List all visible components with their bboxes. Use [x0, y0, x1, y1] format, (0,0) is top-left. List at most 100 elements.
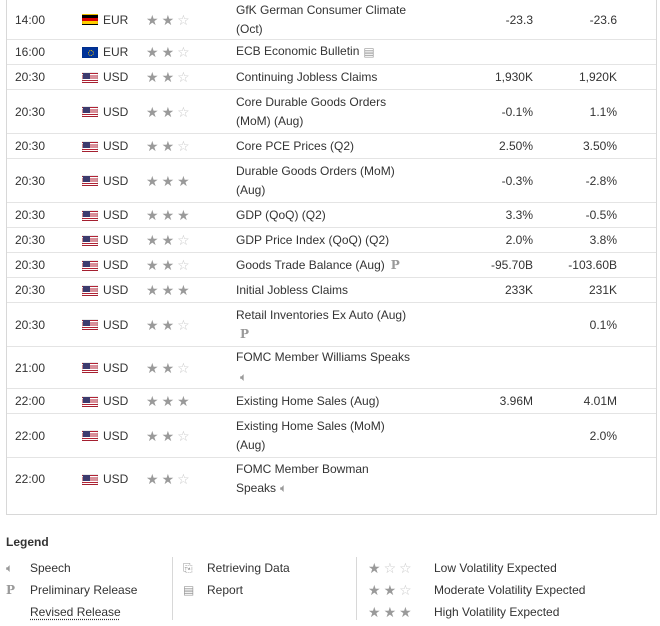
report-icon: ▤ — [363, 44, 375, 59]
event-name[interactable]: FOMC Member Bowman Speaks 🔈︎ — [236, 458, 426, 500]
preliminary-p-icon: P — [240, 326, 250, 341]
volatility-stars: ★ ★ ★ — [146, 203, 206, 227]
star-icon: ★ — [161, 427, 175, 444]
event-name-line[interactable]: ECB Economic Bulletin — [236, 44, 360, 59]
event-time: 20:30 — [15, 208, 46, 222]
event-time: 20:30 — [15, 283, 46, 297]
actual-value: 1,930K — [494, 70, 533, 84]
flag-us-icon — [82, 175, 98, 186]
event-name[interactable]: GDP Price Index (QoQ) (Q2) — [236, 228, 426, 252]
country-flag — [82, 347, 98, 388]
star-icon: ★ — [161, 172, 175, 189]
calendar-row[interactable]: 21:00 USD ★ ★ ☆ FOMC Member Williams Speaks 🔈︎ — [7, 347, 656, 389]
star-icon: ☆ — [177, 471, 190, 487]
event-name[interactable]: GfK German Consumer Climate (Oct) — [236, 0, 426, 39]
legend-preliminary: P Preliminary Release — [6, 579, 137, 601]
event-name[interactable]: Core PCE Prices (Q2) — [236, 134, 426, 158]
event-name-line[interactable]: (MoM) (Aug) — [236, 113, 304, 128]
star-icon: ☆ — [177, 257, 190, 273]
star-icon: ★ — [161, 44, 175, 60]
calendar-row[interactable]: 20:30 USD ★ ★ ☆ Retail Inventories Ex Auto (A… — [7, 303, 656, 347]
event-name-line[interactable]: Continuing Jobless Claims — [236, 69, 378, 84]
event-name-line[interactable]: Existing Home Sales (Aug) — [236, 393, 380, 408]
event-time: 14:00 — [15, 12, 46, 27]
calendar-row[interactable]: 22:00 USD ★ ★ ★ Existing Home Sales (Aug) 3.96… — [7, 389, 656, 414]
star-icon: ★ — [161, 207, 175, 223]
star-icon: ★ — [161, 359, 175, 376]
event-name[interactable]: Initial Jobless Claims — [236, 278, 426, 302]
legend-column-volatility: ★ ☆ ☆ Low Volatility Expected ★ ★ ☆ Moderate… — [368, 557, 585, 623]
star-icon: ★ — [146, 44, 159, 60]
event-name-line[interactable]: Speaks — [236, 480, 277, 495]
star-icon: ☆ — [177, 316, 190, 333]
legend-revised: Revised Release — [6, 601, 137, 623]
calendar-row[interactable]: 20:30 USD ★ ★ ☆ GDP Price Index (QoQ) (Q2) 2.0… — [7, 228, 656, 253]
event-name[interactable]: FOMC Member Williams Speaks 🔈︎ — [236, 347, 426, 388]
forecast-value — [537, 458, 617, 500]
event-name-line[interactable]: (Aug) — [236, 182, 266, 197]
calendar-row[interactable]: 16:00 EUR ★ ★ ☆ ECB Economic Bulletin ▤ — [7, 40, 656, 65]
event-time: 22:00 — [15, 428, 46, 443]
currency-code: USD — [103, 428, 129, 443]
two-star-icon: ★ ★ ☆ — [368, 582, 412, 598]
flag-eu-icon — [82, 46, 98, 58]
calendar-row[interactable]: 14:00 EUR ★ ★ ☆ GfK German Consumer Climate (O… — [7, 0, 656, 40]
calendar-row[interactable]: 20:30 USD ★ ★ ★ Initial Jobless Claims 233K 231… — [7, 278, 656, 303]
event-time: 21:00 — [15, 360, 46, 375]
event-name[interactable]: GDP (QoQ) (Q2) — [236, 203, 426, 227]
event-name-line[interactable]: GDP Price Index (QoQ) (Q2) — [236, 232, 390, 247]
event-name-line[interactable]: FOMC Member Williams Speaks — [236, 350, 411, 365]
event-name-line[interactable]: Core Durable Goods Orders — [236, 94, 387, 109]
event-name-line[interactable]: Retail Inventories Ex Auto (Aug) — [236, 307, 407, 322]
calendar-row[interactable]: 20:30 USD ★ ★ ☆ Continuing Jobless Claims 1,93… — [7, 65, 656, 90]
event-name-line[interactable]: GDP (QoQ) (Q2) — [236, 207, 326, 222]
calendar-row[interactable]: 20:30 USD ★ ★ ★ GDP (QoQ) (Q2) 3.3% -0.5% — [7, 203, 656, 228]
calendar-row[interactable]: 20:30 USD ★ ★ ★ Durable Goods Orders (MoM) (Au… — [7, 159, 656, 203]
event-time: 20:30 — [15, 173, 46, 188]
calendar-row[interactable]: 20:30 USD ★ ★ ☆ Goods Trade Balance (Aug) P -95… — [7, 253, 656, 278]
event-name-line[interactable]: Initial Jobless Claims — [236, 282, 349, 297]
star-icon: ★ — [146, 232, 159, 248]
economic-calendar-table: 14:00 EUR ★ ★ ☆ GfK German Consumer Climate (O… — [6, 0, 657, 515]
event-name[interactable]: Core Durable Goods Orders (MoM) (Aug) — [236, 90, 426, 133]
event-name[interactable]: Goods Trade Balance (Aug) P — [236, 253, 426, 277]
event-name-line[interactable]: Core PCE Prices (Q2) — [236, 138, 355, 153]
star-icon: ★ — [161, 257, 175, 273]
volatility-stars: ★ ★ ☆ — [146, 347, 206, 388]
country-flag — [82, 458, 98, 500]
country-flag — [82, 0, 98, 39]
preliminary-p-icon: P — [6, 583, 16, 597]
event-name-line[interactable]: FOMC Member Bowman — [236, 461, 369, 476]
calendar-row[interactable]: 20:30 USD ★ ★ ☆ Core Durable Goods Orders (MoM… — [7, 90, 656, 134]
event-name[interactable]: ECB Economic Bulletin ▤ — [236, 40, 426, 64]
event-name-line[interactable]: (Aug) — [236, 437, 266, 452]
actual-value: 2.0% — [505, 233, 533, 247]
currency-code: USD — [103, 360, 129, 375]
star-icon: ☆ — [177, 427, 190, 444]
star-icon: ★ — [177, 207, 190, 223]
event-name-line[interactable]: (Oct) — [236, 21, 263, 36]
event-name-line[interactable]: GfK German Consumer Climate — [236, 2, 407, 17]
forecast-value: 4.01M — [583, 394, 617, 408]
currency-code: USD — [103, 104, 129, 119]
country-flag — [82, 159, 98, 202]
event-name-line[interactable]: Existing Home Sales (MoM) — [236, 418, 385, 433]
event-name-line[interactable]: Durable Goods Orders (MoM) — [236, 163, 395, 178]
event-name[interactable]: Continuing Jobless Claims — [236, 65, 426, 89]
event-name[interactable]: Retail Inventories Ex Auto (Aug) P — [236, 303, 426, 346]
country-flag — [82, 303, 98, 346]
forecast-value: 1.1% — [589, 104, 617, 119]
flag-de-icon — [82, 14, 98, 25]
event-name[interactable]: Existing Home Sales (Aug) — [236, 389, 426, 413]
star-icon: ★ — [161, 471, 175, 487]
flag-us-icon — [82, 430, 98, 441]
star-icon: ☆ — [177, 69, 190, 85]
speaker-icon: 🔈︎ — [240, 369, 248, 384]
event-name[interactable]: Existing Home Sales (MoM) (Aug) — [236, 414, 426, 457]
calendar-row[interactable]: 22:00 USD ★ ★ ☆ Existing Home Sales (MoM) (Aug… — [7, 414, 656, 458]
event-name[interactable]: Durable Goods Orders (MoM) (Aug) — [236, 159, 426, 202]
volatility-stars: ★ ★ ☆ — [146, 228, 206, 252]
calendar-row[interactable]: 22:00 USD ★ ★ ☆ FOMC Member Bowman Speaks 🔈︎ — [7, 458, 656, 500]
event-name-line[interactable]: Goods Trade Balance (Aug) — [236, 257, 385, 272]
calendar-row[interactable]: 20:30 USD ★ ★ ☆ Core PCE Prices (Q2) 2.50% 3.50… — [7, 134, 656, 159]
